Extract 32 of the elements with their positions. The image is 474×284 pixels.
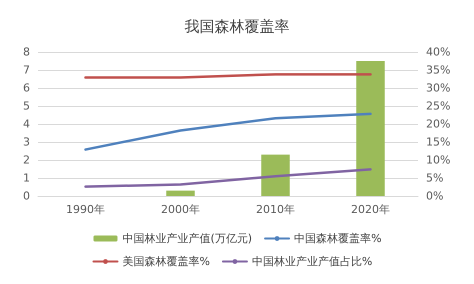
x-tick-label: 2020年 — [351, 203, 390, 216]
bar — [261, 154, 290, 196]
line-series — [84, 168, 372, 188]
y-tick-label: 3 — [23, 136, 30, 148]
legend-label: 美国森林覆盖率% — [122, 255, 210, 268]
y-tick-label: 2 — [23, 154, 30, 166]
y-tick-label: 5 — [23, 100, 30, 112]
y-tick-label: 4 — [23, 118, 30, 130]
chart-title: 我国森林覆盖率 — [184, 18, 290, 36]
y2-tick-label: 0% — [426, 190, 444, 202]
legend-label: 中国森林覆盖率% — [294, 232, 382, 245]
y2-tick-label: 5% — [426, 172, 444, 184]
x-tick-label: 1990年 — [66, 203, 105, 216]
y2-tick-label: 10% — [426, 154, 450, 166]
y2-tick-label: 15% — [426, 136, 450, 148]
y2-tick-label: 25% — [426, 100, 450, 112]
bar — [356, 61, 385, 196]
x-tick-label: 2010年 — [256, 203, 295, 216]
y2-tick-label: 30% — [426, 82, 450, 94]
y2-tick-label: 20% — [426, 118, 450, 130]
y2-tick-label: 35% — [426, 64, 450, 76]
line-series — [84, 112, 372, 151]
y-tick-label: 8 — [23, 46, 30, 58]
legend-label: 中国林业产业产值(万亿元) — [122, 232, 252, 245]
legend-label: 中国林业产业产值占比% — [252, 255, 372, 268]
y-tick-label: 0 — [23, 190, 30, 202]
y-tick-label: 7 — [23, 64, 30, 76]
y-tick-label: 6 — [23, 82, 30, 94]
y-tick-label: 1 — [23, 172, 30, 184]
y2-tick-label: 40% — [426, 46, 450, 58]
x-tick-label: 2000年 — [161, 203, 200, 216]
bar — [166, 190, 195, 196]
